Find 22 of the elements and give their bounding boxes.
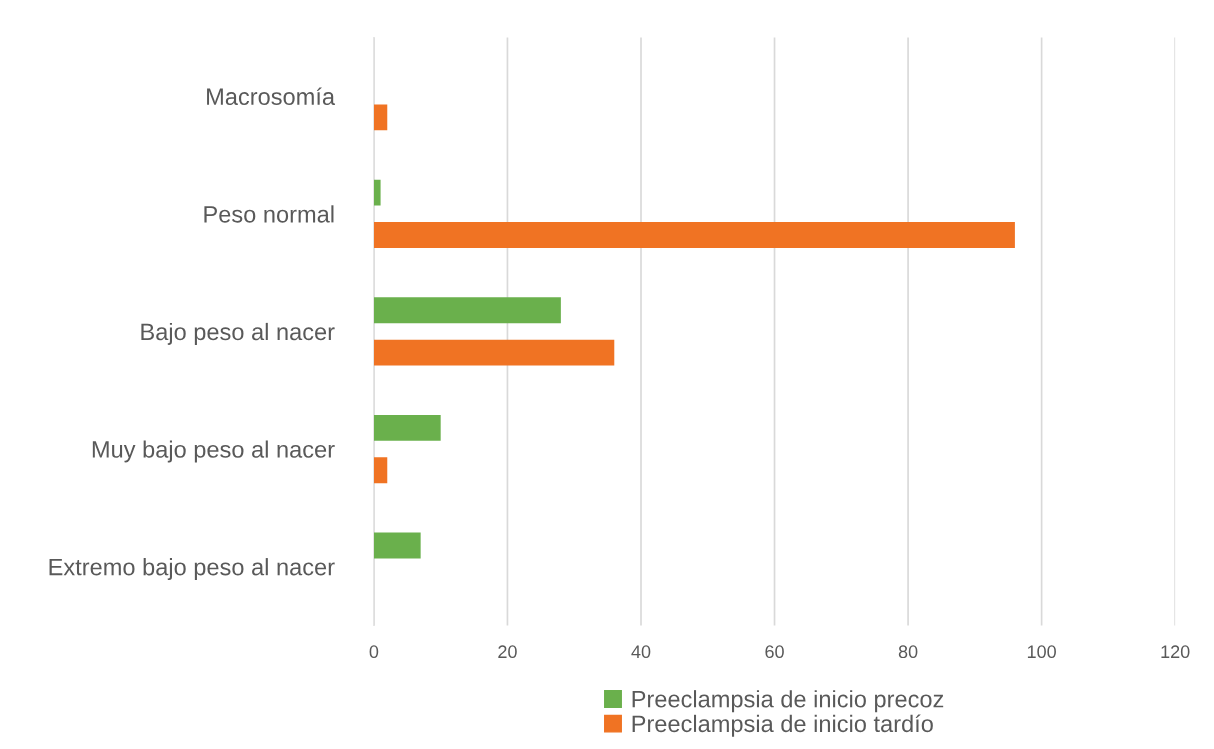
y-tick-label: Bajo peso al nacer	[141, 322, 335, 345]
bar	[373, 457, 388, 484]
bar	[373, 339, 615, 366]
bar	[373, 532, 421, 559]
bar	[373, 104, 388, 131]
legend-label: Preeclampsia de inicio tardío	[632, 714, 933, 737]
y-tick-label: Macrosomía	[207, 87, 336, 106]
x-tick-label: 80	[898, 645, 918, 659]
x-tick-label: 0	[369, 645, 379, 659]
x-tick-label: 100	[1027, 645, 1056, 659]
x-tick-label: 20	[498, 645, 517, 659]
bar	[373, 297, 561, 324]
x-tick-label: 60	[765, 645, 784, 659]
bar	[373, 414, 441, 441]
y-tick-label: Extremo bajo peso al nacer	[49, 558, 335, 581]
legend-label: Preeclampsia de inicio precoz	[632, 690, 944, 713]
y-tick-label: Muy bajo peso al nacer	[92, 440, 335, 463]
x-tick-label: 120	[1161, 645, 1190, 659]
bar	[373, 222, 1015, 248]
x-tick-label: 40	[631, 645, 651, 659]
y-tick-label: Peso normal	[204, 205, 334, 223]
bar	[373, 179, 381, 206]
